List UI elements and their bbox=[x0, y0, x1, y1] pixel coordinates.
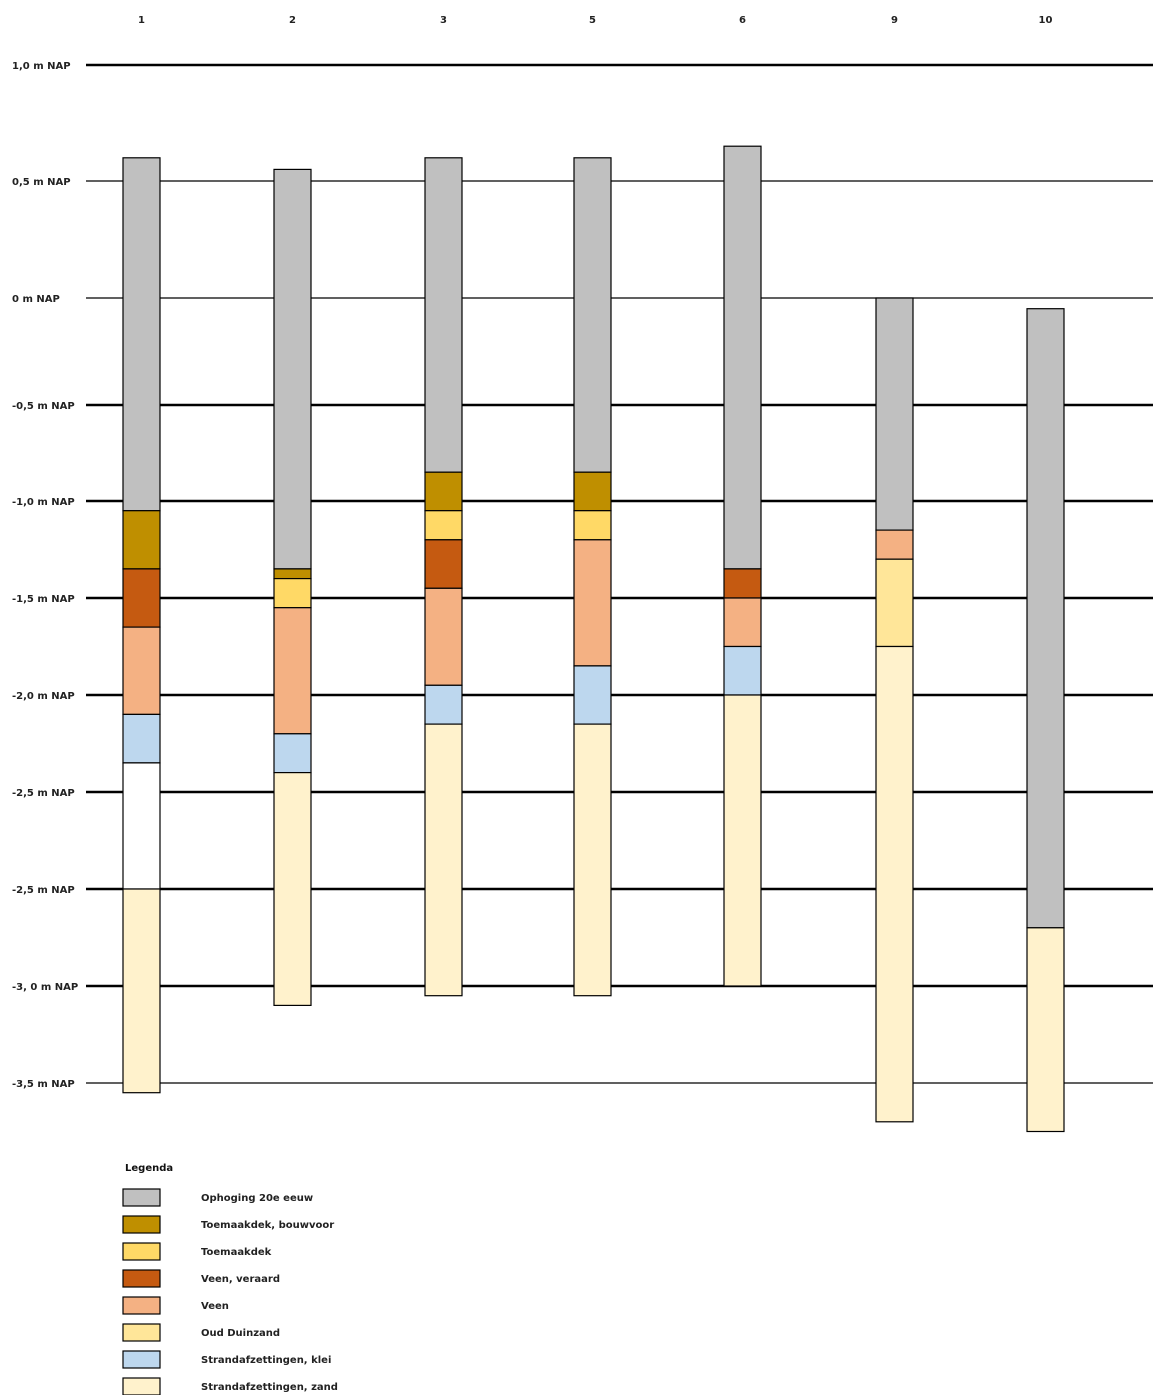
borehole-column-1 bbox=[122, 157, 161, 1094]
axis-label: -0,5 m NAP bbox=[12, 401, 75, 412]
depth-grid: 1,0 m NAP 0,5 m NAP 0 m NAP -0,5 m NAP -1,0 … bbox=[12, 61, 1153, 1090]
layer-veen bbox=[424, 587, 463, 686]
layer-bouwvoor bbox=[273, 568, 312, 580]
borehole-columns bbox=[122, 145, 1065, 1133]
layer-zand bbox=[573, 723, 612, 997]
legend-title: Legenda bbox=[125, 1163, 173, 1174]
legend-swatch bbox=[122, 1215, 161, 1234]
column-label: 5 bbox=[589, 15, 596, 26]
axis-label: -2,0 m NAP bbox=[12, 691, 75, 702]
layer-veen-veraard bbox=[723, 568, 762, 599]
legend-item: Oud Duinzand bbox=[122, 1323, 280, 1342]
borehole-column-10 bbox=[1026, 308, 1065, 1133]
layer-toemaakdek bbox=[273, 577, 312, 609]
layer-veen bbox=[122, 626, 161, 715]
legend-item: Ophoging 20e eeuw bbox=[122, 1188, 313, 1207]
axis-label: -2,5 m NAP bbox=[12, 885, 75, 896]
layer-klei bbox=[273, 733, 312, 774]
borehole-column-2 bbox=[273, 168, 312, 1006]
legend-swatch bbox=[122, 1323, 161, 1342]
legend-swatch bbox=[122, 1242, 161, 1261]
legend-item: Veen bbox=[122, 1296, 229, 1315]
legend-swatch bbox=[122, 1377, 161, 1395]
layer-klei bbox=[573, 665, 612, 725]
legend-swatch bbox=[122, 1269, 161, 1288]
column-label: 3 bbox=[440, 15, 447, 26]
borehole-column-9 bbox=[875, 297, 914, 1123]
legend-swatch bbox=[122, 1296, 161, 1315]
axis-label: -3, 0 m NAP bbox=[12, 982, 78, 993]
layer-oud-duinzand bbox=[875, 558, 914, 648]
legend-label: Strandafzettingen, zand bbox=[201, 1382, 338, 1393]
axis-label: 1,0 m NAP bbox=[12, 61, 71, 72]
layer-bouwvoor bbox=[122, 510, 161, 570]
layer-veen-veraard bbox=[122, 568, 161, 628]
axis-label: 0,5 m NAP bbox=[12, 177, 71, 188]
axis-label: -1,0 m NAP bbox=[12, 497, 75, 508]
column-labels: 1 2 3 5 6 9 10 bbox=[138, 15, 1052, 26]
borehole-column-3 bbox=[424, 157, 463, 997]
borehole-column-5 bbox=[573, 157, 612, 997]
layer-ophoging bbox=[273, 168, 312, 570]
axis-label: -1,5 m NAP bbox=[12, 594, 75, 605]
layer-ophoging bbox=[1026, 308, 1065, 929]
axis-label: -3,5 m NAP bbox=[12, 1079, 75, 1090]
legend-item: Strandafzettingen, zand bbox=[122, 1377, 338, 1395]
layer-ophoging bbox=[573, 157, 612, 473]
layer-zand bbox=[875, 645, 914, 1123]
legend-swatch bbox=[122, 1188, 161, 1207]
layer-zand bbox=[273, 771, 312, 1006]
legend-item: Strandafzettingen, klei bbox=[122, 1350, 331, 1369]
legend-label: Toemaakdek bbox=[201, 1247, 272, 1258]
column-label: 9 bbox=[891, 15, 898, 26]
legend-label: Oud Duinzand bbox=[201, 1328, 280, 1339]
legend-item: Veen, veraard bbox=[122, 1269, 280, 1288]
legend-label: Strandafzettingen, klei bbox=[201, 1355, 331, 1366]
legend-label: Ophoging 20e eeuw bbox=[201, 1193, 313, 1204]
axis-label: -2,5 m NAP bbox=[12, 788, 75, 799]
layer-klei bbox=[122, 713, 161, 764]
legend-label: Veen bbox=[201, 1301, 229, 1312]
column-label: 6 bbox=[739, 15, 746, 26]
legend-label: Toemaakdek, bouwvoor bbox=[201, 1220, 334, 1231]
borehole-column-6 bbox=[723, 145, 762, 987]
layer-toemaakdek bbox=[573, 510, 612, 541]
layer-unlabeled bbox=[122, 762, 161, 890]
layer-bouwvoor bbox=[424, 471, 463, 512]
layer-zand bbox=[424, 723, 463, 997]
legend-swatch bbox=[122, 1350, 161, 1369]
layer-klei bbox=[723, 645, 762, 696]
layer-veen bbox=[273, 607, 312, 735]
layer-zand bbox=[723, 694, 762, 987]
layer-veen bbox=[723, 597, 762, 648]
layer-zand bbox=[122, 888, 161, 1094]
legend: Legenda Ophoging 20e eeuw Toemaakdek, bouw… bbox=[122, 1163, 338, 1395]
axis-label: 0 m NAP bbox=[12, 294, 60, 305]
layer-bouwvoor bbox=[573, 471, 612, 512]
layer-toemaakdek bbox=[424, 510, 463, 541]
layer-ophoging bbox=[424, 157, 463, 473]
legend-label: Veen, veraard bbox=[201, 1274, 280, 1285]
layer-zand bbox=[1026, 927, 1065, 1133]
layer-veen bbox=[573, 539, 612, 667]
column-label: 10 bbox=[1039, 15, 1053, 26]
layer-veen bbox=[875, 529, 914, 560]
layer-ophoging bbox=[122, 157, 161, 512]
layer-klei bbox=[424, 684, 463, 725]
layer-ophoging bbox=[723, 145, 762, 570]
column-label: 1 bbox=[138, 15, 145, 26]
legend-item: Toemaakdek, bouwvoor bbox=[122, 1215, 334, 1234]
layer-ophoging bbox=[875, 297, 914, 531]
legend-item: Toemaakdek bbox=[122, 1242, 272, 1261]
column-label: 2 bbox=[289, 15, 296, 26]
layer-veen-veraard bbox=[424, 539, 463, 589]
